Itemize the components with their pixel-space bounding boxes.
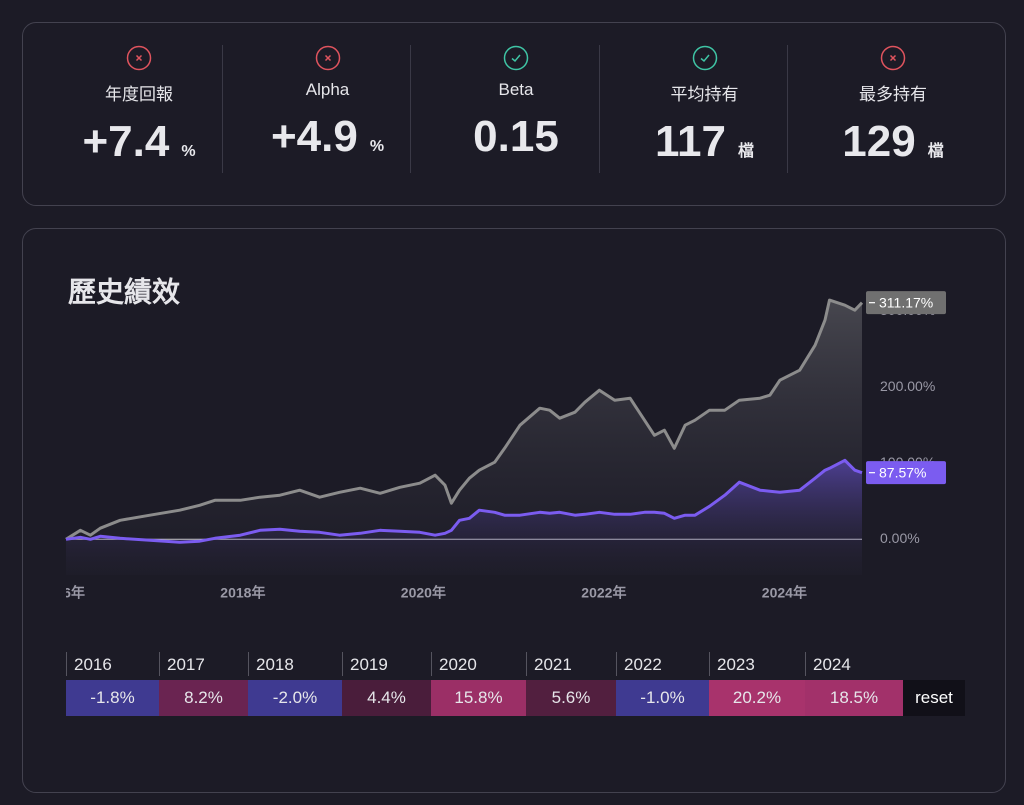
stat-label: Beta (498, 80, 534, 99)
return-cell: -1.8% (66, 680, 159, 716)
return-cell: -1.0% (616, 680, 709, 716)
year-header: 2017 (159, 652, 248, 676)
y-tick-label: 0.00% (880, 530, 920, 546)
chart: 歷史績效 0.00%100.00%200.00%300.00%2016年2018… (40, 275, 946, 601)
line (65, 458, 863, 544)
return-cell: 5.6% (526, 680, 616, 716)
status-icon (503, 45, 529, 71)
stat-label: Alpha (305, 80, 350, 99)
status-icon (692, 45, 717, 71)
value: 117 (655, 117, 726, 166)
stat: 平均持有 117 檔 (611, 45, 799, 167)
stat-value: 0.15 (422, 112, 610, 162)
year-header: 2024 (805, 652, 903, 676)
stat-value: +7.4% (45, 117, 233, 167)
status-icon (126, 45, 152, 71)
value: 0.15 (473, 112, 559, 161)
x-ticks: 2016年 2018年 2020年 2022年 2024年 (40, 585, 807, 601)
divider (221, 45, 223, 173)
x-tick-label: 2024年 (762, 585, 807, 601)
stat: Beta 0.15 (422, 45, 610, 162)
return-cell: 4.4% (342, 680, 431, 716)
end-badge (866, 461, 946, 485)
divider (787, 45, 788, 173)
x-tick-label: 2020年 (401, 585, 446, 601)
stat-label: 平均持有 (670, 85, 739, 104)
divider (598, 45, 600, 173)
year-header: 2020 (431, 652, 526, 676)
return-cell: 18.5% (805, 680, 903, 716)
year-header: 2019 (342, 652, 431, 676)
stat-label: 年度回報 (105, 85, 173, 104)
x-tick-label: 2018年 (220, 585, 265, 601)
value: +4.9 (270, 112, 358, 161)
unit: 檔 (737, 143, 754, 160)
stat: 最多持有 129 檔 (799, 45, 987, 167)
year-header: 2016 (66, 652, 159, 676)
status-icon (880, 45, 906, 71)
stat-value: +4.9% (234, 112, 422, 162)
unit: 檔 (927, 143, 944, 160)
stats-card: 年度回報 +7.4% Alpha +4.9% Beta 0.15 平均持有 117 檔 最多持有 1… (22, 22, 1006, 206)
return-cell: 20.2% (709, 680, 805, 716)
stat: 年度回報 +7.4% (45, 45, 233, 167)
line (65, 298, 864, 541)
area (66, 300, 862, 575)
unit: % (181, 143, 196, 160)
reset-button[interactable]: reset (903, 680, 965, 716)
year-header: 2023 (709, 652, 805, 676)
area (66, 460, 862, 575)
stat-value: 129 檔 (799, 117, 987, 167)
value: +7.4 (82, 117, 170, 166)
year-header: 2022 (616, 652, 709, 676)
end-label: 311.17% (879, 294, 933, 310)
end-badge (866, 291, 946, 315)
stat-label: 最多持有 (859, 85, 927, 104)
return-cell: 15.8% (431, 680, 526, 716)
performance-card (22, 228, 1006, 793)
status-icon (315, 45, 340, 71)
x-tick-label: 2022年 (581, 585, 626, 601)
y-tick-label: 200.00% (880, 378, 935, 394)
value: 129 (842, 117, 916, 166)
stat: Alpha +4.9% (234, 45, 422, 162)
end-label: 87.57% (879, 464, 926, 480)
unit: % (369, 138, 385, 155)
return-cell: 8.2% (159, 680, 248, 716)
chart-title: 歷史績效 (68, 275, 180, 307)
year-header: 2021 (526, 652, 616, 676)
divider (410, 45, 411, 173)
return-cell: -2.0% (248, 680, 342, 716)
x-tick-label: 2016年 (40, 585, 85, 601)
stat-value: 117 檔 (611, 117, 799, 167)
year-header: 2018 (248, 652, 342, 676)
